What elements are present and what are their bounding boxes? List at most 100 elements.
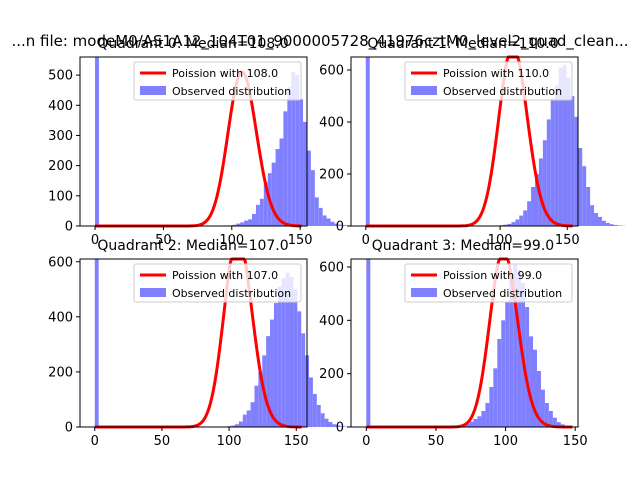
histogram-bar xyxy=(248,219,253,226)
histogram-bar xyxy=(293,289,298,427)
histogram-bar xyxy=(270,319,274,427)
histogram-bar xyxy=(244,220,249,226)
histogram-bar xyxy=(326,218,331,226)
histogram-bar xyxy=(594,213,598,226)
histogram-bar xyxy=(529,336,534,427)
histogram-bar xyxy=(566,77,571,226)
legend-swatch-observed xyxy=(140,86,166,95)
subplot-title: Quadrant 0: Median=108.0 xyxy=(97,36,288,52)
y-tick-label: 600 xyxy=(319,261,344,276)
observed-bars xyxy=(365,57,626,227)
histogram-bar xyxy=(469,421,474,427)
histogram-bar xyxy=(328,422,333,427)
legend-swatch-observed xyxy=(140,288,166,297)
histogram-bar xyxy=(544,403,549,427)
histogram-bar xyxy=(365,57,370,226)
legend-label-poisson: Poission with 108.0 xyxy=(172,67,278,80)
legend: Poission with 108.0 Observed distribution xyxy=(133,61,302,101)
histogram-bar xyxy=(95,57,99,226)
axes-frame xyxy=(79,56,308,227)
histogram-bar xyxy=(601,220,606,226)
histogram-bar xyxy=(283,111,288,226)
x-tick-label: 150 xyxy=(555,233,580,248)
y-tick-label: 200 xyxy=(319,168,344,183)
histogram-bar xyxy=(316,404,321,427)
y-tick-label: 0 xyxy=(336,421,344,436)
y-tick-label: 200 xyxy=(48,365,73,380)
x-tick-label: 50 xyxy=(154,434,171,449)
subplot-quadrant-1: Quadrant 1: Median=110.0 0 100 150 0 200 400 6… xyxy=(319,36,626,248)
histogram-bar xyxy=(232,224,237,226)
histogram-bar xyxy=(513,264,518,427)
legend: Poission with 110.0 Observed distribution xyxy=(404,61,573,101)
histogram-bar xyxy=(263,182,268,226)
histogram-bar xyxy=(570,96,575,226)
y-tick-label: 500 xyxy=(48,69,73,84)
legend-box xyxy=(404,263,573,303)
histogram-bar xyxy=(324,418,329,427)
axes-frame xyxy=(350,258,579,428)
histogram-bar xyxy=(546,119,551,226)
axes-frame xyxy=(350,56,579,227)
histogram-bar xyxy=(533,349,537,427)
histogram-bar xyxy=(303,121,307,226)
histogram-bar xyxy=(605,222,610,226)
histogram-bar xyxy=(477,416,482,427)
histogram-bar xyxy=(281,278,286,427)
x-tick-label: 100 xyxy=(217,434,242,449)
histogram-bar xyxy=(558,67,563,227)
histogram-bar xyxy=(309,377,313,427)
y-tick-label: 100 xyxy=(48,189,73,204)
histogram-bar xyxy=(590,205,595,226)
histogram-bar xyxy=(231,425,236,427)
histogram-bar xyxy=(320,413,325,427)
histogram-bar xyxy=(240,222,245,226)
legend-label-observed: Observed distribution xyxy=(443,85,562,98)
histogram-bar xyxy=(507,223,512,226)
histogram-bar xyxy=(574,116,579,226)
histogram-bar xyxy=(314,197,319,226)
axes-frame xyxy=(79,258,308,428)
histogram-bar xyxy=(473,419,478,427)
histogram-bar xyxy=(301,333,306,427)
histogram-bar xyxy=(493,368,498,427)
legend-box xyxy=(133,263,302,303)
histogram-bar xyxy=(562,64,567,226)
histogram-bar xyxy=(254,385,259,427)
y-tick-label: 400 xyxy=(319,116,344,131)
histogram-bar xyxy=(344,426,348,427)
legend-label-observed: Observed distribution xyxy=(172,85,291,98)
histogram-bar xyxy=(258,371,263,427)
y-tick-label: 200 xyxy=(319,367,344,382)
histogram-bar xyxy=(531,187,536,226)
histogram-bar xyxy=(517,269,522,427)
y-tick-label: 600 xyxy=(319,64,344,79)
histogram-bar xyxy=(235,424,239,427)
histogram-bar xyxy=(330,221,335,226)
histogram-bar xyxy=(465,423,470,427)
histogram-bar xyxy=(515,219,520,226)
y-tick-label: 400 xyxy=(48,99,73,114)
legend-label-observed: Observed distribution xyxy=(443,287,562,300)
histogram-bar xyxy=(334,223,339,226)
histogram-bar xyxy=(548,411,553,427)
histogram-bar xyxy=(617,225,622,226)
x-tick-label: 150 xyxy=(288,233,313,248)
x-tick-label: 100 xyxy=(488,233,513,248)
histogram-bar xyxy=(271,162,276,227)
histogram-bar xyxy=(509,277,514,427)
histogram-bar xyxy=(485,403,490,427)
histogram-bar xyxy=(287,87,292,227)
histogram-bar xyxy=(342,225,347,226)
histogram-bar xyxy=(250,402,255,427)
histogram-bar xyxy=(306,150,311,226)
histogram-bar xyxy=(332,424,337,427)
histogram-bar xyxy=(299,99,304,226)
x-tick-label: 50 xyxy=(155,233,172,248)
figure-suptitle: ...n file: modeM0/AS1A12_104T01_90000057… xyxy=(11,32,628,51)
histogram-bar xyxy=(550,98,555,226)
y-tick-label: 300 xyxy=(48,129,73,144)
histogram-bar xyxy=(503,224,508,226)
histogram-bar xyxy=(609,224,614,226)
